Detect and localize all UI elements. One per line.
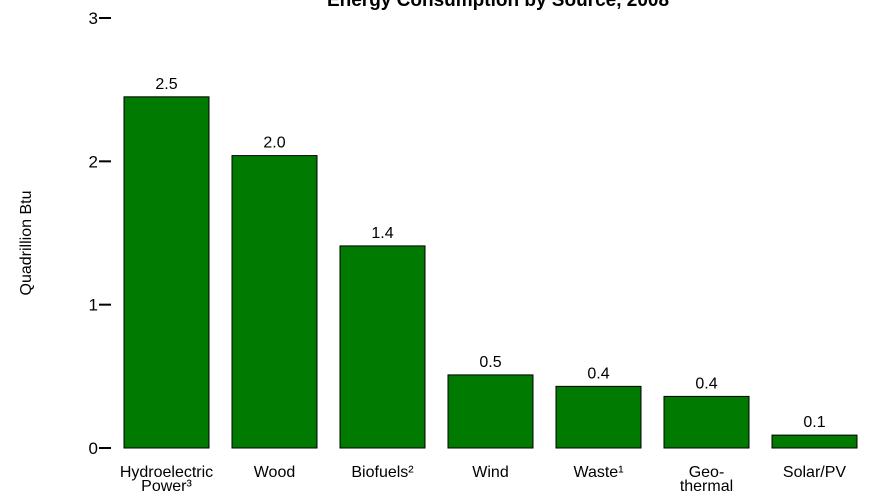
category-label: Wind: [472, 464, 508, 481]
value-label: 0.5: [479, 354, 501, 371]
y-tick-label: 1: [89, 296, 98, 315]
bar: [771, 434, 858, 449]
category-label: thermal: [680, 478, 733, 495]
bar: [555, 385, 642, 449]
category-label: Geo-: [689, 464, 725, 481]
category-label: Wood: [254, 464, 296, 481]
category-label: Waste¹: [573, 464, 623, 481]
value-label: 0.1: [803, 414, 825, 431]
y-axis-label: Quadrillion Btu: [18, 191, 35, 296]
y-tick-label: 2: [89, 152, 98, 171]
value-label: 2.5: [155, 76, 177, 93]
y-tick-label: 0: [89, 439, 98, 458]
value-labels: 2.5 2.0 1.4 0.5 0.4 0.4 0.1: [155, 76, 825, 431]
bar: [231, 155, 318, 449]
value-label: 0.4: [695, 375, 717, 392]
category-label: Power³: [141, 478, 192, 495]
category-label: Hydroelectric: [120, 464, 213, 481]
bar: [123, 96, 210, 449]
y-tick-label: 3: [89, 9, 98, 28]
bar: [447, 374, 534, 449]
value-label: 1.4: [371, 225, 393, 242]
y-axis: 0 1 2 3: [89, 9, 111, 458]
bar: [663, 395, 750, 449]
value-label: 0.4: [587, 365, 609, 382]
bar: [339, 245, 426, 449]
value-label: 2.0: [263, 135, 285, 152]
category-label: Solar/PV: [783, 464, 846, 481]
category-label: Biofuels²: [351, 464, 414, 481]
chart-title: Energy Consumption by Source, 2008: [327, 0, 669, 11]
bars: [123, 96, 858, 449]
